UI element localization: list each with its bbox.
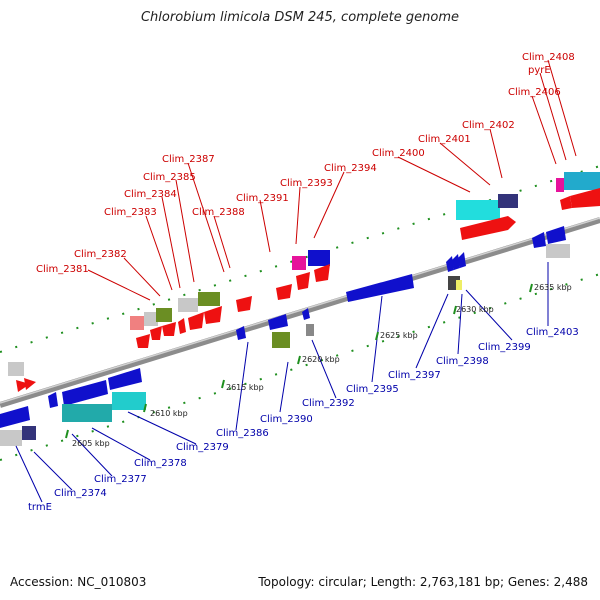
gene-label: Clim_2391 (236, 193, 289, 204)
tick-label: 2630 kbp (456, 305, 494, 314)
gene-label: Clim_2387 (162, 154, 215, 165)
gene-label: Clim_2400 (372, 148, 425, 159)
gene-label: Clim_2378 (134, 458, 187, 469)
gene-label: Clim_2395 (346, 384, 399, 395)
accession-text: Accession: NC_010803 (10, 575, 147, 589)
tick-marks (65, 283, 533, 439)
tick-label: 2620 kbp (302, 355, 340, 364)
gene-label: Clim_2382 (74, 249, 127, 260)
gene-label: Clim_2381 (36, 264, 89, 275)
gene-label: pyrE (528, 65, 551, 76)
gene-label: Clim_2398 (436, 356, 489, 367)
tick-label: 2635 kbp (534, 283, 572, 292)
gene-label: Clim_2393 (280, 178, 333, 189)
gene-label: Clim_2397 (388, 370, 441, 381)
tick-labels: 2605 kbp 2610 kbp 2615 kbp 2620 kbp 2625… (72, 283, 572, 448)
reverse-genes (0, 226, 570, 446)
gene-label: Clim_2384 (124, 189, 177, 200)
reverse-leaders (15, 262, 549, 503)
genome-backbone (0, 217, 600, 408)
gene-label: Clim_2402 (462, 120, 515, 131)
gene-label: Clim_2403 (526, 327, 579, 338)
gene-label: Clim_2392 (302, 398, 355, 409)
forward-gene-labels: Clim_2381 Clim_2382 Clim_2383 Clim_2384 … (36, 52, 575, 275)
gene-label: trmE (28, 502, 52, 513)
gene-label: Clim_2379 (176, 442, 229, 453)
gene-label: Clim_2408 (522, 52, 575, 63)
gene-label: Clim_2390 (260, 414, 313, 425)
tick-label: 2610 kbp (150, 409, 188, 418)
tick-label: 2605 kbp (72, 439, 110, 448)
gene-label: Clim_2377 (94, 474, 147, 485)
genome-summary: Topology: circular; Length: 2,763,181 bp… (258, 575, 588, 589)
gene-label: Clim_2406 (508, 87, 561, 98)
tick-label: 2625 kbp (380, 331, 418, 340)
reverse-gene-labels: trmE Clim_2374 Clim_2377 Clim_2378 Clim_… (28, 327, 579, 513)
map-title: Chlorobium limicola DSM 245, complete ge… (140, 10, 460, 25)
gene-label: Clim_2394 (324, 163, 377, 174)
tick-label: 2615 kbp (226, 383, 264, 392)
gene-label: Clim_2388 (192, 207, 245, 218)
gene-label: Clim_2401 (418, 134, 471, 145)
gene-label: Clim_2399 (478, 342, 531, 353)
gene-label: Clim_2383 (104, 207, 157, 218)
gene-label: Clim_2386 (216, 428, 269, 439)
forward-genes (8, 172, 600, 392)
gene-label: Clim_2374 (54, 488, 107, 499)
gene-label: Clim_2385 (143, 172, 196, 183)
forward-leaders (87, 59, 577, 301)
